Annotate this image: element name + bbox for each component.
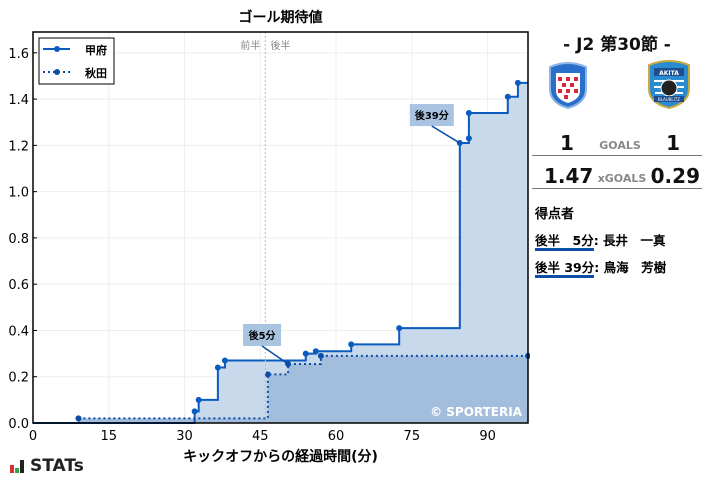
series-area-0 (33, 82, 528, 423)
match-title: - J2 第30節 - (563, 35, 671, 55)
team-logos: AKITA BLAUBLITZ (532, 60, 702, 121)
y-tick-label: 0.2 (8, 371, 29, 386)
series-area-1 (33, 355, 528, 423)
away-xg: 0.29 (650, 164, 700, 188)
y-tick-label: 1.6 (8, 47, 29, 62)
xg-label: xGOALS (597, 172, 647, 185)
watermark: © SPORTERIA (430, 405, 523, 419)
series-point-0 (504, 93, 511, 100)
annotation-label: 後5分 (249, 329, 276, 342)
away-goals: 1 (666, 131, 680, 155)
first-half-label: 前半 (240, 39, 260, 52)
annotation-box (243, 324, 282, 347)
home-goals: 1 (560, 131, 574, 155)
series-line-0 (33, 81, 528, 424)
y-tick-label: 1.2 (8, 139, 29, 154)
goals-label: GOALS (599, 139, 641, 152)
series-point-0 (221, 357, 228, 364)
legend-marker (54, 69, 60, 75)
series-point-0 (302, 350, 309, 357)
x-tick-label: 0 (29, 429, 37, 444)
y-tick-label: 0.4 (8, 324, 29, 339)
match-summary: - J2 第30節 - AKITA BLAUBLITZ 1 GOALS 1 (532, 24, 702, 278)
annotation-pointer (431, 125, 461, 144)
away-logo-text-top: AKITA (659, 70, 679, 77)
x-tick-label: 15 (100, 429, 117, 444)
series-line-1 (33, 354, 528, 424)
home-team-logo (549, 62, 587, 109)
series-point-0 (191, 408, 198, 415)
second-half-label: 後半 (270, 39, 290, 52)
scorer-item: 後半 5分: 長井 一真 (535, 230, 702, 251)
scorer-item: 後半 39分: 鳥海 芳樹 (535, 257, 702, 278)
plot-frame (32, 31, 529, 424)
brand-name: STATs (30, 456, 84, 476)
series-point-1 (75, 415, 82, 422)
xg-chart: 0 15 30 45 60 75 90 0.0 0.2 0.4 0.6 0.8 1.0 1.2 1.4 1.6… (8, 9, 530, 465)
away-logo-text-bottom: BLAUBLITZ (658, 97, 680, 102)
legend-marker (54, 46, 60, 52)
home-xg: 1.47 (544, 164, 594, 188)
chart-title: ゴール期待値 (239, 9, 323, 26)
legend (38, 37, 115, 85)
annotation-box (409, 104, 454, 127)
annotation-pointer (261, 345, 289, 365)
series-point-0 (312, 348, 319, 355)
y-tick-label: 0.0 (8, 417, 29, 432)
scorer-time: 後半 39分 (535, 260, 595, 278)
series-point-1 (317, 352, 324, 359)
x-tick-label: 30 (176, 429, 193, 444)
series-point-0 (214, 364, 221, 371)
y-tick-label: 0.8 (8, 232, 29, 247)
y-tick-label: 0.6 (8, 278, 29, 293)
x-tick-label: 75 (404, 429, 421, 444)
stats-bar-icon (10, 460, 24, 473)
scorers-title: 得点者 (535, 207, 575, 222)
x-axis-label: キックオフからの経過時間(分) (183, 448, 378, 465)
series-point-0 (514, 79, 521, 86)
legend-label: 甲府 (85, 43, 107, 57)
y-tick-label: 1.0 (8, 186, 29, 201)
series-point-0 (465, 135, 472, 142)
scorer-time: 後半 5分 (535, 233, 594, 251)
x-tick-label: 45 (252, 429, 269, 444)
stats-logo: STATs (10, 456, 84, 476)
series-point-1 (264, 371, 271, 378)
x-tick-label: 60 (328, 429, 345, 444)
series-point-0 (465, 109, 472, 116)
series-point-0 (348, 341, 355, 348)
xgoals-row: 1.47 xGOALS 0.29 (532, 164, 702, 189)
series-point-0 (195, 396, 202, 403)
series-point-0 (396, 325, 403, 332)
annotation-label: 後39分 (415, 109, 449, 122)
legend-label: 秋田 (85, 66, 107, 80)
away-team-logo: AKITA BLAUBLITZ (648, 60, 690, 109)
scorer-name: : 鳥海 芳樹 (594, 260, 667, 275)
y-tick-label: 1.4 (8, 93, 29, 108)
scorer-name: : 長井 一真 (593, 233, 666, 248)
goals-row: 1 GOALS 1 (532, 131, 702, 156)
x-tick-label: 90 (479, 429, 496, 444)
